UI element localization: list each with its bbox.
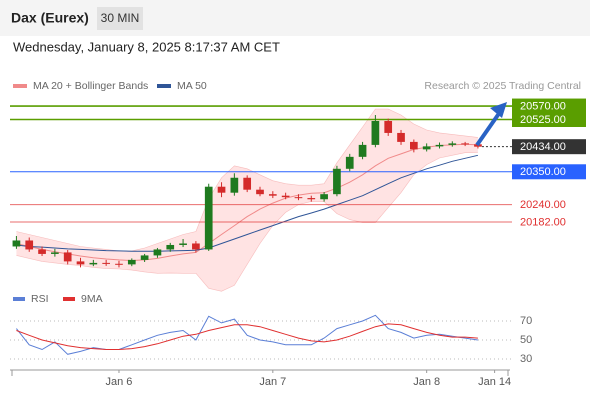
ma-20 (16, 143, 478, 262)
legend-label: 9MA (81, 293, 103, 305)
candle-body (179, 243, 187, 245)
level-label: 20182.00 (520, 216, 566, 228)
candle-body (127, 259, 136, 265)
level-label: 20570.00 (520, 100, 566, 112)
candle-body (345, 156, 354, 169)
forecast-arrow (475, 110, 502, 147)
x-tick-label: Jan 6 (106, 376, 133, 388)
candle-body (51, 252, 59, 254)
candle-body (435, 144, 444, 147)
candle-body (140, 255, 149, 260)
subtitle: Wednesday, January 8, 2025 8:17:37 AM CE… (13, 39, 280, 54)
candle-body (410, 141, 418, 150)
candle-body (448, 143, 457, 145)
candle-body (192, 243, 200, 250)
candle-body (38, 249, 46, 254)
level-label: 20350.00 (520, 166, 566, 178)
candle-body (102, 262, 110, 264)
candle-body (294, 197, 303, 199)
candle-body (76, 261, 85, 265)
candle-body (166, 244, 175, 250)
candle-body (230, 177, 239, 193)
candle-body (268, 194, 277, 196)
candle-body (217, 186, 226, 193)
legend-label: MA 50 (177, 80, 207, 92)
x-tick-label: Jan 8 (413, 376, 440, 388)
x-tick-label: Jan 14 (478, 376, 511, 388)
legend-swatch (13, 84, 27, 88)
candle-body (25, 240, 34, 250)
candle-body (256, 189, 264, 195)
candle-body (115, 263, 123, 265)
level-label: 20434.00 (520, 141, 566, 153)
level-box (512, 98, 586, 114)
chart-title: Dax (Eurex) (11, 10, 89, 26)
legend-label: MA 20 + Bollinger Bands (33, 80, 148, 92)
rsi-line (16, 314, 478, 355)
level-box (512, 164, 586, 180)
candle-body (281, 195, 290, 198)
timeframe: 30 MIN (101, 11, 140, 25)
source: Research © 2025 Trading Central (424, 80, 581, 92)
x-tick-label: Jan 7 (259, 376, 286, 388)
forecast-arrow-head (490, 102, 507, 118)
candle-body (243, 177, 252, 190)
legend-swatch (157, 84, 171, 88)
bollinger-lower (16, 152, 478, 292)
plot: MA 20 + Bollinger Bands MA 50 20570.00 2052… (10, 80, 586, 388)
level-label: 20240.00 (520, 199, 566, 211)
candle-body (63, 252, 72, 262)
candle-body (89, 262, 98, 265)
rsi-tick-label: 30 (520, 353, 532, 365)
bollinger-upper (16, 108, 478, 252)
rsi-tick-label: 70 (520, 315, 532, 327)
candle-body (371, 120, 380, 145)
timeframe-box (97, 7, 143, 30)
ma-50 (16, 154, 479, 252)
candle-body (422, 146, 431, 150)
candle-body (204, 186, 213, 250)
legend-label: RSI (31, 293, 49, 305)
level-label: 20525.00 (520, 114, 566, 126)
candle-body (461, 143, 469, 145)
candle-body (12, 240, 21, 247)
candle-body (384, 120, 393, 133)
candle-body (397, 132, 405, 142)
candle-body (307, 198, 316, 200)
candle-body (333, 168, 341, 195)
candle-body (153, 249, 162, 256)
level-box (512, 111, 586, 127)
legend-swatch (13, 297, 25, 301)
candle-body (320, 194, 328, 200)
legend-swatch (63, 297, 75, 301)
candle-body (358, 144, 367, 157)
level-box (512, 139, 586, 155)
rsi-tick-label: 50 (520, 334, 532, 346)
rsi-ma (16, 323, 478, 350)
